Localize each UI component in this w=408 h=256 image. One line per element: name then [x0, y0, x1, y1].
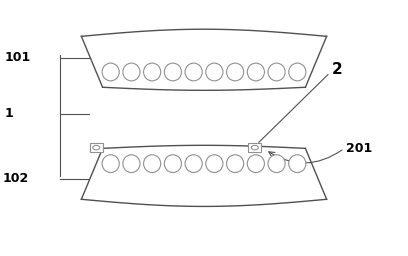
- Text: 101: 101: [5, 51, 31, 65]
- Ellipse shape: [247, 63, 264, 81]
- Ellipse shape: [268, 155, 285, 173]
- Bar: [90, 143, 103, 152]
- Ellipse shape: [102, 155, 119, 173]
- Ellipse shape: [164, 155, 182, 173]
- Ellipse shape: [185, 155, 202, 173]
- Text: 201: 201: [346, 142, 373, 155]
- Ellipse shape: [164, 63, 182, 81]
- Text: 102: 102: [3, 173, 29, 185]
- Ellipse shape: [123, 63, 140, 81]
- Bar: [248, 143, 262, 152]
- Ellipse shape: [226, 155, 244, 173]
- Ellipse shape: [185, 63, 202, 81]
- Ellipse shape: [268, 63, 285, 81]
- Ellipse shape: [206, 63, 223, 81]
- Ellipse shape: [144, 63, 161, 81]
- Ellipse shape: [144, 155, 161, 173]
- Circle shape: [251, 145, 258, 150]
- Ellipse shape: [289, 63, 306, 81]
- Text: 2: 2: [332, 62, 343, 77]
- Circle shape: [93, 145, 100, 150]
- Ellipse shape: [247, 155, 264, 173]
- Ellipse shape: [102, 63, 119, 81]
- Ellipse shape: [226, 63, 244, 81]
- Ellipse shape: [289, 155, 306, 173]
- Ellipse shape: [206, 155, 223, 173]
- Ellipse shape: [123, 155, 140, 173]
- Text: 1: 1: [5, 108, 13, 121]
